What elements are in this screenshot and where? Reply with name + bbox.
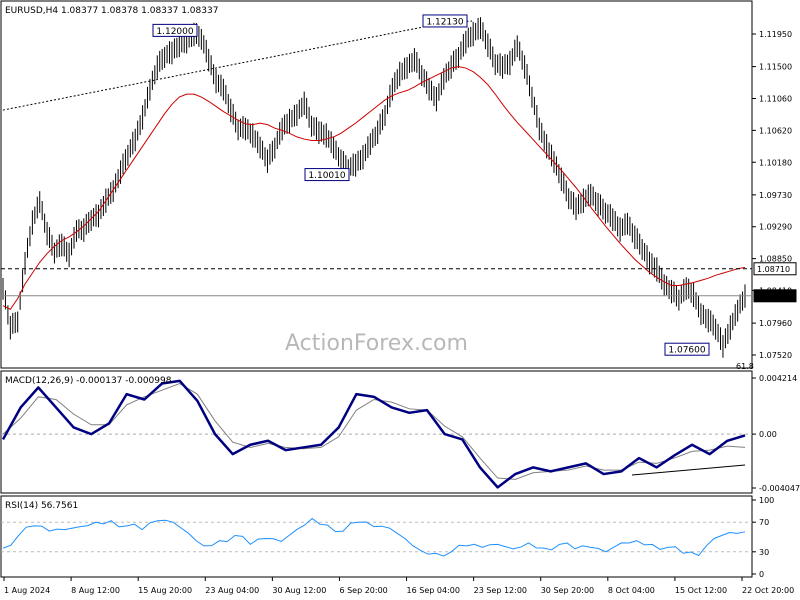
chart-title: EURUSD,H4 1.08377 1.08378 1.08337 1.0833… [5,6,218,16]
time-axis-label: 16 Sep 04:00 [407,586,460,595]
price-annotation-box [664,342,710,356]
price-annotation-box [422,14,468,28]
price-tag-label: 1.08337 [757,292,790,301]
rsi-axis-label: 0 [759,570,764,579]
moving-average-line [2,66,746,310]
watermark: ActionForex.com [285,331,468,356]
price-tag-label: 1.08710 [757,265,790,274]
price-layer: 1.12000 1.12130 1.10010 1.07600 61.8 [1,14,754,371]
macd-axis-label: 0.004214 [759,374,797,383]
price-panel-frame [0,0,753,369]
rsi-axis-label: 70 [759,518,769,527]
time-axis-label: 1 Aug 2024 [4,586,50,595]
macd-axis-label: 0.00 [759,430,777,439]
price-tag-box [753,262,797,276]
price-axis-label: 1.11950 [759,30,792,39]
fib-level-label: 61.8 [736,362,754,371]
rsi-axis-label: 30 [759,548,769,557]
time-axis-label: 23 Aug 04:00 [205,586,259,595]
axis-layer: 1.11950 1.11500 1.11060 1.10620 1.10180 1.097… [3,30,800,595]
price-axis-label: 1.07520 [759,351,792,360]
price-axis-label: 1.10620 [759,126,792,135]
rsi-line [2,517,746,557]
macd-main-line [1,379,746,489]
time-axis-label: 30 Sep 20:00 [541,586,594,595]
price-axis-label: 1.11060 [759,94,792,103]
price-annotation-label: 1.07600 [668,346,705,356]
time-axis-label: 15 Oct 12:00 [675,586,727,595]
price-axis-label: 1.09730 [759,191,792,200]
rsi-axis-label: 100 [759,496,774,505]
price-tag-box [753,289,797,303]
price-axis-label: 1.10180 [759,158,792,167]
price-annotation-box [152,23,198,37]
price-axis-label: 1.09290 [759,223,792,232]
time-axis-label: 6 Sep 20:00 [339,586,387,595]
trend-line-upper [2,20,473,111]
time-axis-label: 30 Aug 12:00 [272,586,326,595]
price-annotation-label: 1.12130 [426,17,463,27]
macd-axis-label: -0.004047 [759,484,800,493]
macd-panel-frame [0,370,753,494]
price-annotation-label: 1.12000 [156,27,193,37]
price-axis-label: 1.11500 [759,63,792,72]
time-axis-label: 8 Aug 12:00 [71,586,120,595]
rsi-layer [1,517,752,557]
macd-label: MACD(12,26,9) -0.000137 -0.000998 [5,376,172,386]
macd-trend-line [631,464,746,476]
price-annotation-label: 1.10010 [308,171,345,181]
rsi-panel-frame [0,495,753,578]
rsi-label: RSI(14) 56.7561 [5,501,78,511]
time-axis-label: 23 Sep 12:00 [474,586,527,595]
price-annotation-box [304,168,350,182]
time-axis-label: 8 Oct 04:00 [608,586,655,595]
macd-layer [1,379,752,489]
price-axis-label: 1.07960 [759,319,792,328]
price-axis-label: 1.08850 [759,255,792,264]
time-axis-label: 22 Oct 20:00 [742,586,794,595]
time-axis-label: 15 Aug 20:00 [138,586,192,595]
